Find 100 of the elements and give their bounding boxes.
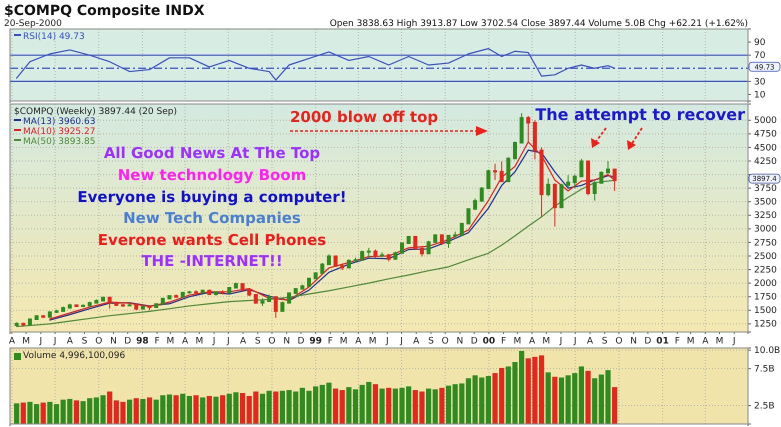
- y-tick-label: 5000: [754, 116, 778, 126]
- legend-label: MA(10) 3925.27: [23, 127, 96, 137]
- x-tick-label: A: [240, 336, 247, 346]
- candlestick: [572, 174, 577, 189]
- bar: [439, 388, 444, 424]
- candlestick: [420, 246, 424, 258]
- candlestick: [114, 301, 118, 306]
- candlestick: [460, 222, 464, 236]
- candlestick: [108, 296, 112, 310]
- candlestick: [207, 289, 212, 296]
- candlestick: [148, 304, 152, 311]
- candlestick: [94, 298, 98, 304]
- candlestick: [606, 160, 610, 174]
- x-tick-label: M: [513, 336, 522, 346]
- bar: [200, 397, 206, 424]
- bar: [206, 396, 212, 424]
- y-tick-label: 10.0B: [754, 346, 780, 356]
- x-tick-label: O: [95, 336, 102, 346]
- candlestick: [373, 248, 378, 259]
- x-tick-label: A: [528, 336, 536, 346]
- y-tick-label: 4500: [754, 143, 778, 154]
- y-tick-label: 90: [754, 38, 766, 48]
- bar: [612, 387, 618, 424]
- x-tick-label: S: [602, 336, 608, 346]
- candlestick: [354, 257, 358, 264]
- legend-label: MA(13) 3960.63: [23, 117, 96, 127]
- legend-label: Volume 4,996,100,096: [23, 351, 126, 361]
- candlestick: [473, 198, 478, 210]
- candlestick: [68, 303, 72, 309]
- bar: [140, 398, 146, 424]
- candlestick: [88, 301, 92, 306]
- legend-title: $COMPQ (Weekly) 3897.44 (20 Sep): [14, 107, 177, 117]
- candlestick: [566, 174, 570, 188]
- candlestick: [440, 234, 444, 246]
- bar: [174, 395, 179, 424]
- x-tick-label: N: [110, 336, 117, 346]
- candlestick: [340, 263, 344, 271]
- candlestick: [320, 262, 324, 274]
- candlestick: [380, 252, 384, 258]
- x-tick-label: N: [456, 336, 464, 346]
- candlestick: [48, 310, 52, 318]
- x-tick-label: J: [572, 336, 577, 346]
- y-tick-label: 7.5B: [754, 364, 774, 375]
- y-tick-label: 2750: [754, 238, 778, 248]
- annotation: The attempt to recover: [535, 105, 746, 124]
- legend-label: RSI(14) 49.73: [23, 32, 85, 42]
- x-tick-label: F: [328, 336, 333, 346]
- bar: [220, 395, 226, 424]
- annotation: THE -INTERNET!!: [141, 252, 283, 270]
- candlestick: [512, 140, 517, 160]
- candlestick: [579, 158, 584, 178]
- y-tick-label: 1500: [754, 306, 778, 316]
- candlestick: [552, 182, 557, 228]
- y-tick-label: 2500: [754, 252, 778, 262]
- x-tick-label: F: [674, 336, 680, 346]
- candlestick: [493, 163, 498, 180]
- candlestick: [406, 235, 411, 244]
- x-tick-label: J: [399, 336, 403, 346]
- candlestick: [28, 318, 32, 326]
- bar: [552, 376, 558, 424]
- x-tick-label: S: [254, 336, 261, 346]
- y-tick-label: 70: [754, 51, 766, 62]
- candlestick: [154, 302, 158, 308]
- candlestick: [386, 253, 391, 262]
- x-tick-label: O: [442, 336, 449, 346]
- candlestick: [314, 272, 318, 280]
- candlestick: [540, 146, 544, 218]
- candlestick: [247, 288, 252, 297]
- bar: [134, 398, 139, 424]
- y-tick-label: 4750: [754, 130, 778, 140]
- bar: [127, 400, 132, 424]
- x-tick-label: A: [355, 336, 362, 346]
- bar: [14, 403, 20, 424]
- chart-title: $COMPQ Composite INDX: [4, 3, 205, 19]
- y-tick-label: 3250: [754, 211, 778, 222]
- y-tick-label: 3750: [754, 184, 778, 194]
- bar: [273, 392, 278, 424]
- x-tick-label: N: [630, 336, 637, 346]
- x-tick-label: O: [268, 336, 276, 346]
- x-tick-label: M: [166, 336, 174, 346]
- x-tick-label: J: [38, 336, 42, 346]
- x-tick-label: F: [154, 336, 160, 346]
- y-tick-label: 1750: [754, 292, 778, 303]
- bar: [193, 395, 199, 424]
- candlestick: [74, 304, 78, 308]
- y-tick-label: 4250: [754, 156, 778, 167]
- candlestick: [546, 178, 550, 197]
- x-tick-label: N: [283, 336, 290, 346]
- bar: [146, 397, 152, 424]
- candlestick: [446, 234, 451, 248]
- y-tick-label: 3000: [754, 224, 778, 235]
- y-tick-label: 1250: [754, 320, 778, 330]
- candlestick: [480, 186, 484, 202]
- bar: [74, 400, 80, 424]
- x-tick-label: F: [500, 336, 506, 346]
- candlestick: [280, 301, 284, 312]
- candlestick: [120, 303, 125, 308]
- candlestick: [134, 304, 138, 311]
- y-tick-label: 2250: [754, 265, 778, 276]
- x-tick-label: M: [22, 336, 30, 346]
